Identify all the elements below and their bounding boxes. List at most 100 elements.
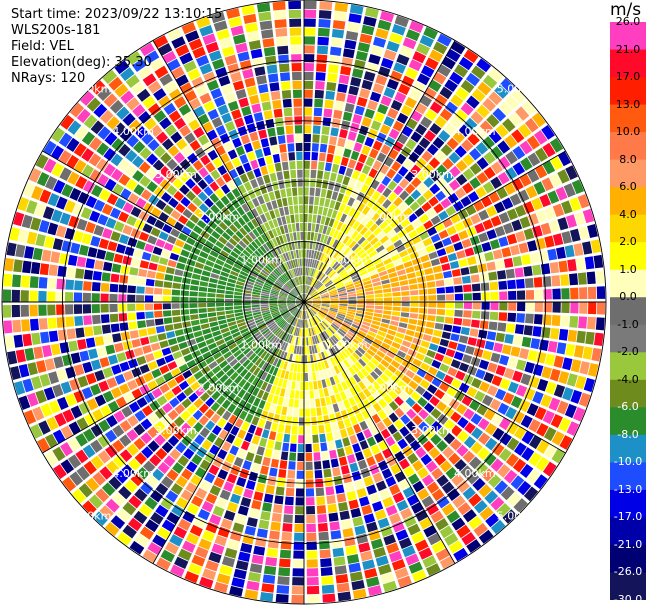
range-gate (366, 348, 376, 357)
range-gate (324, 255, 330, 264)
range-gate (202, 530, 215, 542)
range-gate (304, 142, 311, 152)
range-gate (298, 355, 302, 364)
range-gate (163, 102, 177, 116)
range-gate (209, 181, 220, 192)
range-gate (81, 387, 94, 400)
range-gate (267, 276, 276, 283)
range-gate (353, 394, 362, 404)
range-gate (212, 330, 222, 337)
range-gate (339, 303, 348, 307)
range-gate (258, 83, 269, 94)
range-gate (312, 214, 317, 223)
range-gate (412, 480, 425, 493)
range-gate (62, 354, 73, 367)
range-gate (490, 145, 504, 160)
range-gate (488, 271, 498, 281)
range-gate (404, 240, 414, 249)
range-gate (304, 302, 312, 305)
range-gate (339, 233, 347, 242)
range-gate (248, 352, 257, 361)
range-gate (57, 265, 67, 277)
range-gate (290, 307, 298, 313)
range-gate (170, 344, 180, 353)
range-gate (218, 343, 228, 351)
range-gate (91, 304, 100, 314)
range-gate (375, 262, 385, 269)
range-gate (305, 319, 307, 328)
range-gate (449, 438, 462, 451)
range-gate (153, 303, 163, 310)
range-gate (340, 326, 349, 333)
range-gate (424, 108, 438, 121)
range-gate (112, 333, 122, 343)
range-gate (56, 278, 66, 290)
range-gate (114, 83, 129, 98)
range-gate (390, 281, 400, 288)
range-gate (304, 9, 317, 19)
range-gate (402, 486, 415, 499)
range-gate (298, 319, 302, 328)
range-gate (441, 56, 456, 70)
range-gate (478, 232, 489, 243)
range-gate (368, 168, 378, 179)
range-gate (277, 318, 285, 326)
range-gate (251, 355, 260, 364)
range-gate (126, 97, 140, 111)
range-gate (341, 324, 350, 331)
range-gate (262, 193, 270, 203)
range-gate (330, 294, 339, 298)
range-gate (118, 486, 132, 500)
range-gate (142, 73, 157, 87)
range-gate (156, 526, 171, 540)
range-gate (225, 258, 235, 266)
range-gate (491, 413, 504, 426)
range-gate (375, 302, 384, 306)
range-gate (271, 200, 278, 210)
range-gate (227, 539, 240, 551)
range-gate (319, 309, 328, 314)
range-gate (305, 258, 309, 267)
range-gate (250, 48, 263, 59)
range-gate (94, 260, 104, 271)
range-gate (312, 372, 317, 381)
range-gate (225, 310, 234, 315)
range-gate (362, 559, 376, 570)
range-gate (498, 354, 510, 366)
range-gate (533, 130, 548, 145)
range-gate (195, 54, 210, 67)
range-gate (243, 286, 253, 291)
range-gate (444, 101, 458, 115)
range-gate (285, 233, 291, 242)
range-gate (48, 264, 58, 276)
range-gate (479, 381, 490, 393)
range-gate (214, 226, 225, 235)
range-gate (451, 268, 461, 277)
range-gate (133, 423, 146, 436)
range-gate (573, 243, 584, 257)
range-gate (276, 36, 288, 46)
colorbar-tick-label: 4.0 (619, 207, 637, 221)
range-gate (232, 137, 242, 148)
range-gate (392, 291, 401, 297)
range-gate (288, 9, 302, 19)
range-gate (435, 518, 449, 531)
range-gate (266, 201, 273, 211)
range-gate (260, 213, 268, 223)
range-gate (110, 387, 122, 399)
range-gate (166, 216, 177, 227)
range-gate (369, 464, 380, 475)
range-gate (29, 304, 38, 317)
range-gate (523, 228, 535, 240)
range-gate (404, 96, 417, 109)
range-gate (297, 240, 301, 249)
range-gate (155, 131, 169, 144)
range-gate (143, 372, 154, 383)
range-gate (325, 396, 332, 406)
range-gate (342, 176, 351, 186)
range-gate (122, 112, 136, 127)
range-gate (182, 208, 193, 219)
range-gate (258, 359, 266, 369)
range-gate (165, 266, 175, 275)
